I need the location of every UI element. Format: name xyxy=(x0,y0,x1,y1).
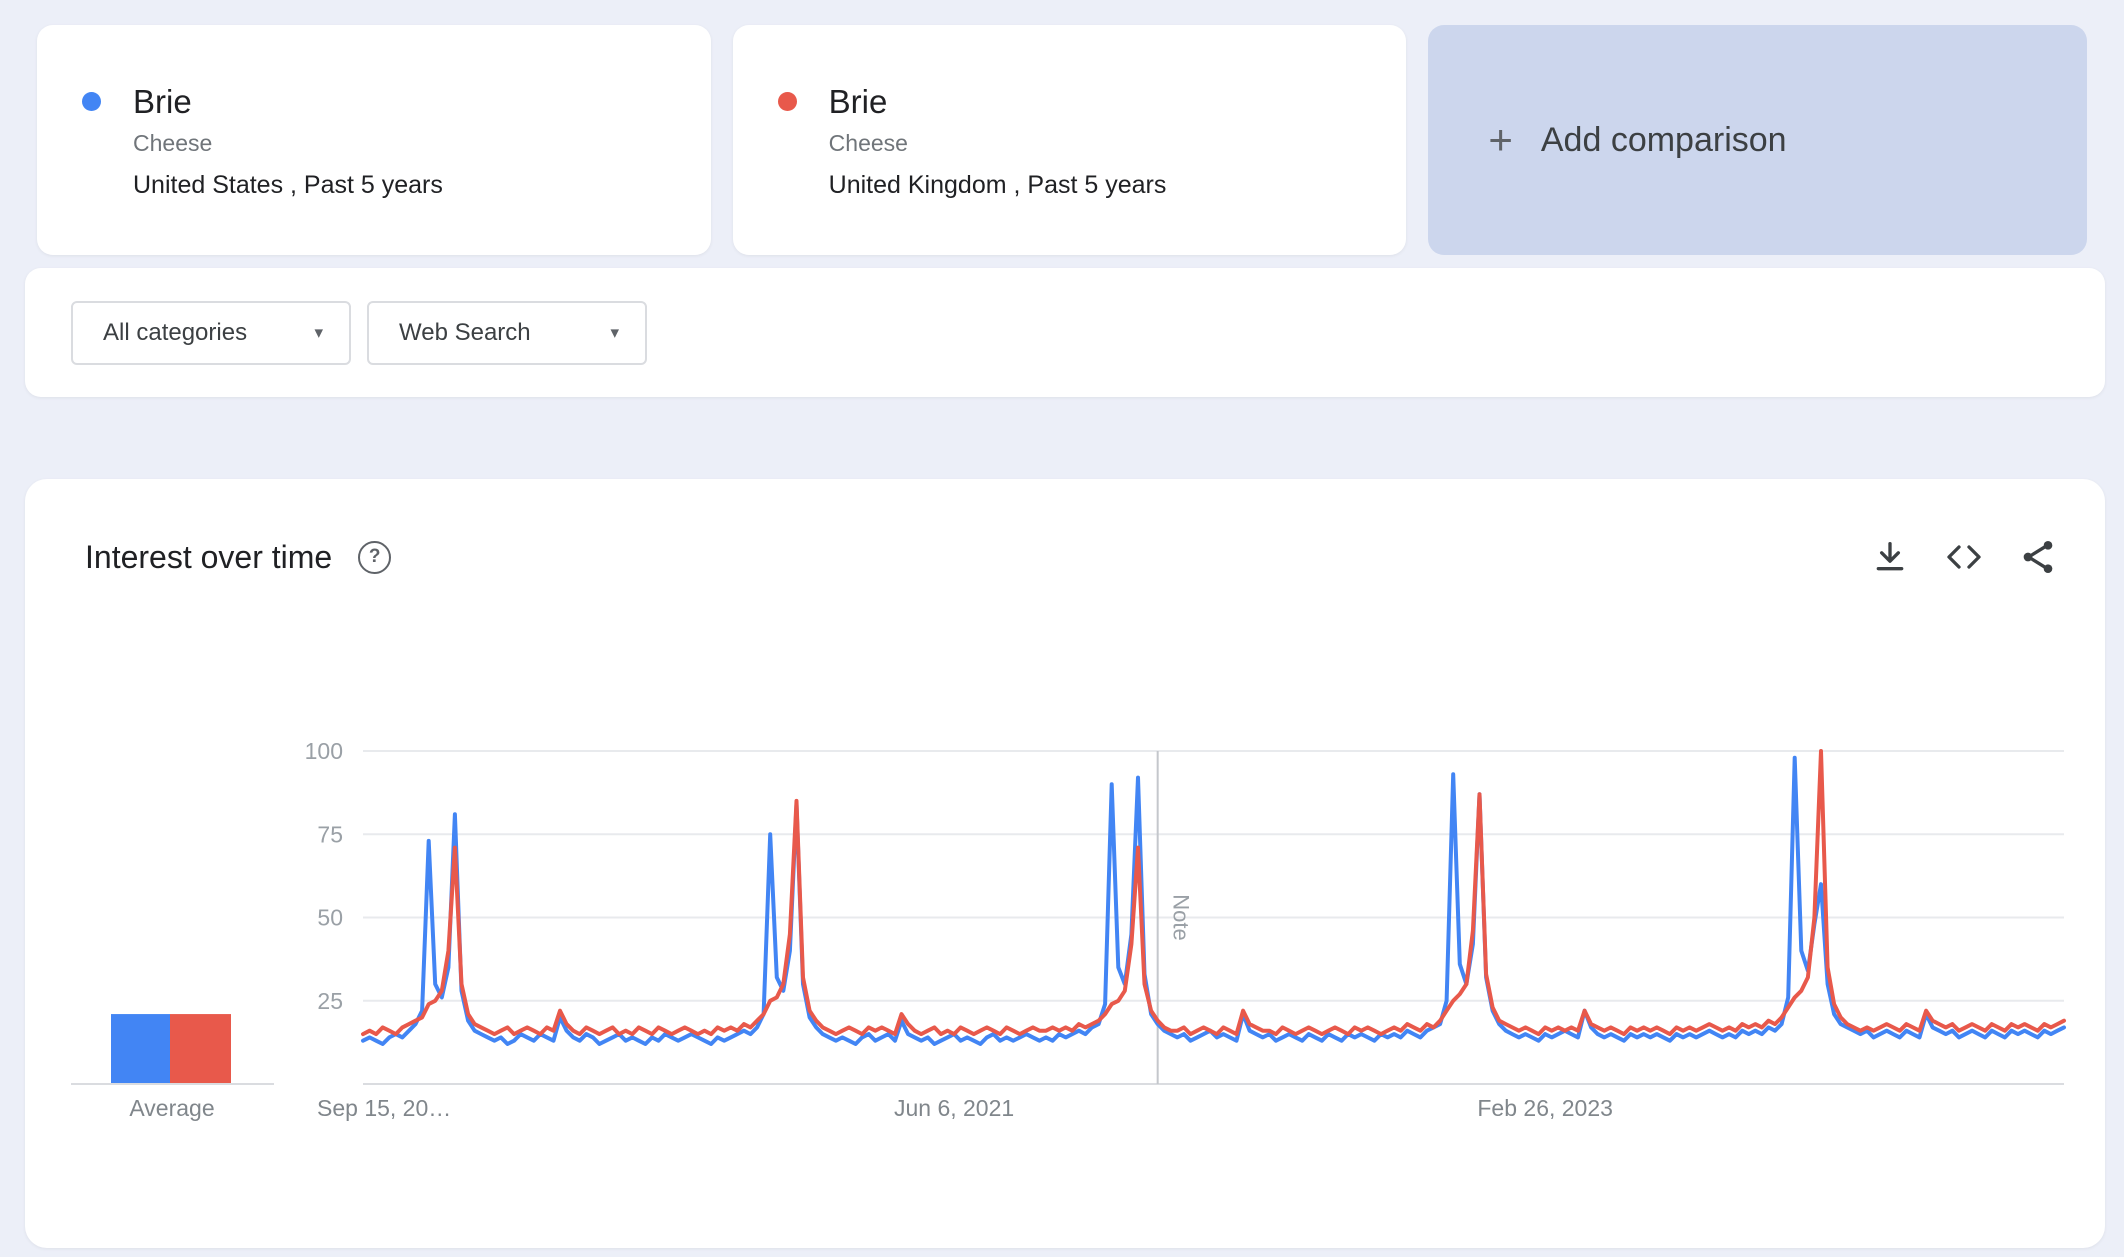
average-bar-uk[interactable] xyxy=(170,1014,231,1084)
comparison-term-card-us[interactable]: Brie Cheese United States , Past 5 years xyxy=(37,25,711,255)
chart-title: Interest over time xyxy=(85,538,333,575)
y-axis-tick-label: 75 xyxy=(317,821,343,847)
add-comparison-button[interactable]: + Add comparison xyxy=(1428,25,2088,255)
term-scope: United Kingdom , Past 5 years xyxy=(828,171,1167,199)
add-comparison-label: Add comparison xyxy=(1540,120,1787,159)
x-axis-tick-label: Jun 6, 2021 xyxy=(894,1095,1014,1121)
comparison-cards-row: Brie Cheese United States , Past 5 years… xyxy=(37,25,2088,255)
category-filter-dropdown[interactable]: All categories ▾ xyxy=(71,300,351,365)
filter-bar: All categories ▾ Web Search ▾ xyxy=(25,268,2105,397)
interest-over-time-card: Interest over time ? 25 50 75 100 Note Sep 15… xyxy=(25,479,2105,1248)
download-icon[interactable] xyxy=(1870,537,1910,577)
help-icon[interactable]: ? xyxy=(358,540,392,574)
interest-over-time-chart[interactable]: 25 50 75 100 Note Sep 15, 20… Jun 6, 2021 Feb 2… xyxy=(25,709,2105,1139)
y-axis-tick-label: 50 xyxy=(317,905,343,931)
y-axis-tick-label: 25 xyxy=(317,988,343,1014)
embed-icon[interactable] xyxy=(1944,537,1984,577)
term-text-block: Brie Cheese United States , Past 5 years xyxy=(133,80,443,255)
term-title: Brie xyxy=(828,83,888,120)
series-color-dot-uk xyxy=(777,92,797,111)
term-scope: United States , Past 5 years xyxy=(133,171,443,199)
category-filter-value: All categories xyxy=(103,318,248,346)
share-icon[interactable] xyxy=(2018,537,2058,577)
average-label: Average xyxy=(129,1095,214,1121)
series-color-dot-us xyxy=(82,92,101,111)
series-line-uk[interactable] xyxy=(361,749,2066,1037)
x-axis-tick-label: Feb 26, 2023 xyxy=(1477,1095,1613,1121)
search-type-value: Web Search xyxy=(399,318,531,346)
comparison-term-card-uk[interactable]: Brie Cheese United Kingdom , Past 5 year… xyxy=(732,25,1407,255)
term-topic: Cheese xyxy=(828,130,908,156)
term-text-block: Brie Cheese United Kingdom , Past 5 year… xyxy=(829,80,1167,255)
chart-header: Interest over time ? xyxy=(25,479,2105,587)
term-title: Brie xyxy=(133,83,192,120)
search-type-dropdown[interactable]: Web Search ▾ xyxy=(367,300,647,365)
average-bar-us[interactable] xyxy=(111,1014,170,1084)
x-axis-tick-label: Sep 15, 20… xyxy=(317,1095,451,1121)
y-axis-tick-label: 100 xyxy=(305,738,343,764)
chevron-down-icon: ▾ xyxy=(314,322,323,342)
chevron-down-icon: ▾ xyxy=(610,322,619,342)
term-topic: Cheese xyxy=(133,130,213,156)
plus-icon: + xyxy=(1488,116,1513,163)
note-marker-label: Note xyxy=(1169,894,1194,940)
